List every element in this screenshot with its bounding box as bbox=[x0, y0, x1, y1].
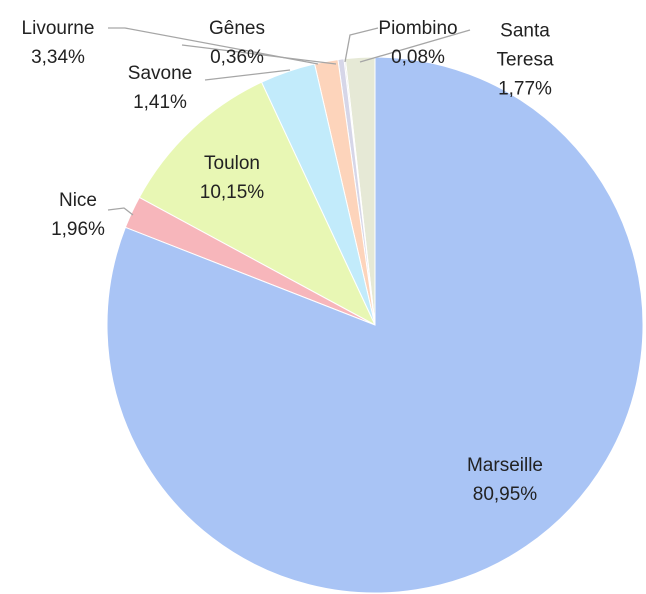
slice-value: 80,95% bbox=[472, 484, 538, 505]
slice-value: 1,96% bbox=[51, 219, 105, 240]
slice-value: 3,34% bbox=[31, 47, 85, 68]
slice-name: Toulon bbox=[204, 153, 260, 174]
slice-label: Livourne 3,34% bbox=[13, 14, 103, 72]
leader-lines bbox=[107, 27, 471, 216]
leader-line bbox=[107, 207, 134, 216]
leader-line bbox=[359, 29, 471, 63]
slice-label: Toulon 10,15% bbox=[187, 149, 277, 207]
slice-value: 10,15% bbox=[199, 182, 265, 203]
slice-label: Nice 1,96% bbox=[33, 186, 123, 244]
slice-name: Savone bbox=[127, 63, 193, 84]
slice-value: 1,41% bbox=[133, 92, 187, 113]
slice-name: Gênes bbox=[209, 18, 265, 39]
slice-label: Gênes 0,36% bbox=[192, 14, 282, 72]
slice-name: Marseille bbox=[466, 455, 544, 476]
pie-slice bbox=[138, 81, 377, 327]
slice-value: 0,08% bbox=[391, 47, 445, 68]
pie-slice bbox=[106, 56, 644, 594]
leader-line bbox=[108, 27, 319, 65]
slice-value: 1,77% bbox=[498, 78, 552, 100]
slice-label: Savone 1,41% bbox=[115, 59, 205, 117]
slice-name: Nice bbox=[58, 190, 97, 211]
slice-value: 0,36% bbox=[210, 47, 264, 68]
leader-line bbox=[344, 27, 379, 63]
leader-line bbox=[181, 44, 337, 65]
slice-label: Piombino 0,08% bbox=[373, 14, 463, 72]
slice-name: Piombino bbox=[378, 18, 458, 39]
slice-name: Santa Teresa bbox=[496, 20, 554, 71]
slice-name: Livourne bbox=[21, 18, 95, 39]
slice-label: Santa Teresa 1,77% bbox=[490, 17, 560, 104]
slice-label: Marseille 80,95% bbox=[460, 451, 550, 509]
leader-line bbox=[204, 69, 291, 81]
